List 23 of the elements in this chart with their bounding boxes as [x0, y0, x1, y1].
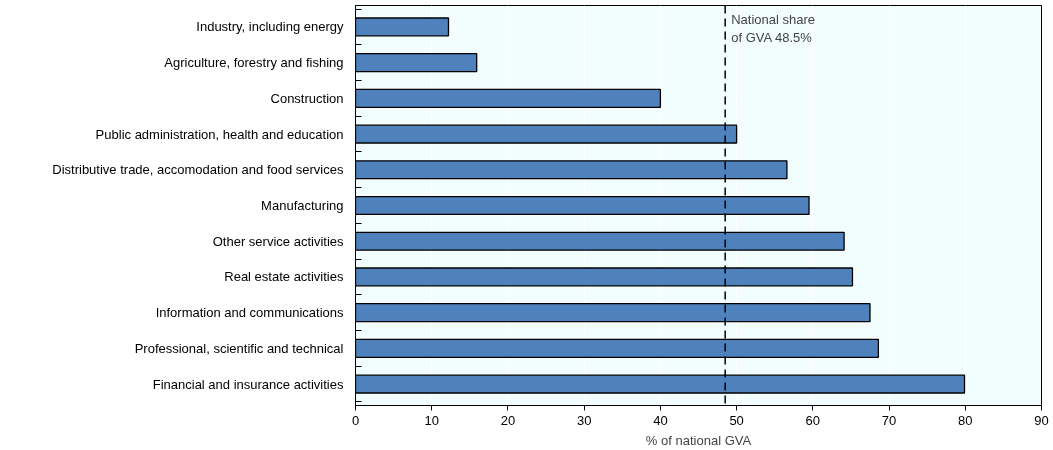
x-tick-label: 30	[576, 412, 592, 428]
y-tick-label: Financial and insurance activities	[152, 376, 344, 392]
x-tick-label: 10	[424, 412, 439, 428]
ref-line-label: National share of GVA 48.5%	[731, 11, 816, 45]
x-tick-label: 50	[729, 412, 744, 428]
y-tick-label: Other service activities	[212, 233, 344, 249]
y-tick-label: Real estate activities	[224, 269, 344, 285]
x-axis-title: % of national GVA	[645, 432, 752, 448]
x-tick-label: 90	[1034, 412, 1049, 428]
y-tick-label: Industry, including energy	[196, 19, 344, 35]
x-tick-label: 60	[805, 412, 821, 428]
x-tick-label: 0	[351, 412, 360, 428]
y-tick-label: Public administration, health and education	[95, 126, 344, 142]
x-tick-label: 20	[500, 412, 516, 428]
y-tick-label: Agriculture, forestry and fishing	[164, 55, 344, 71]
y-tick-label: Information and communications	[155, 305, 344, 321]
x-tick-label: 70	[881, 412, 897, 428]
x-tick-label: 40	[653, 412, 668, 428]
y-tick-label: Manufacturing	[261, 198, 344, 213]
x-tick-label: 80	[958, 412, 973, 428]
y-tick-label: Professional, scientific and technical	[134, 340, 344, 356]
y-tick-label: Distributive trade, accomodation and food services	[52, 162, 344, 178]
y-tick-label: Construction	[270, 90, 344, 106]
